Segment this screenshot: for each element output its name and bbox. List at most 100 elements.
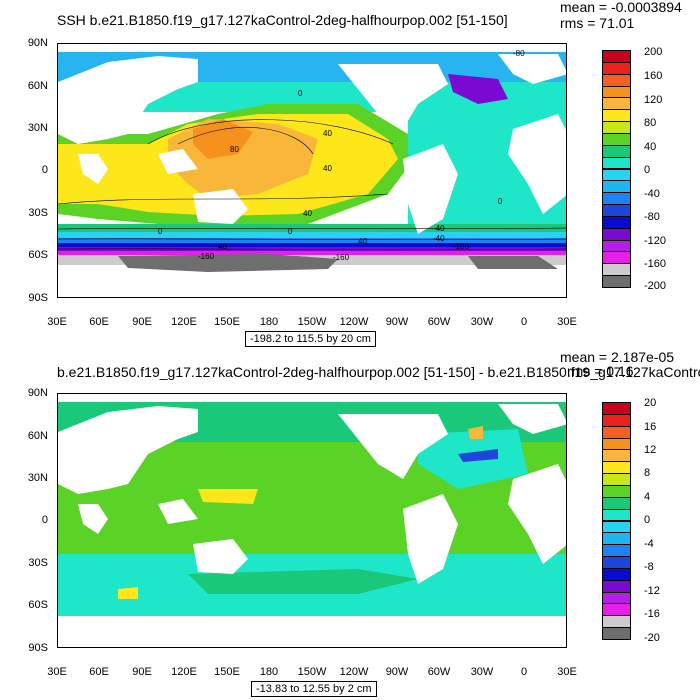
gulf-stream-low <box>458 449 498 462</box>
land-north-america <box>338 414 448 479</box>
lat-label: 30S <box>28 207 48 219</box>
land-india <box>78 504 108 534</box>
contour-label: 0 <box>288 227 293 236</box>
land-antarctica <box>58 272 566 297</box>
lon-label: 30E <box>557 666 577 678</box>
land-india <box>78 154 108 184</box>
ssh-map-field: -80 0 80 40 40 40 40 0 0 40 -40 -160 -16… <box>58 44 566 297</box>
lon-label: 120W <box>339 316 369 328</box>
lat-label: 30N <box>27 472 48 484</box>
colorbar-label: 20 <box>644 397 657 409</box>
contour-label: 40 <box>323 164 332 173</box>
lat-label: 0 <box>41 164 48 176</box>
contour-label: 0 <box>158 227 163 236</box>
lon-label: 30W <box>470 316 494 328</box>
land-europe <box>498 54 566 84</box>
lat-label: 60S <box>28 249 48 261</box>
lon-label: 60E <box>89 316 109 328</box>
contour-label: -40 <box>433 234 445 243</box>
contour-label: 0 <box>298 89 303 98</box>
lon-label: 0 <box>520 316 528 328</box>
lat-label: 90N <box>27 37 48 49</box>
lon-label: 60E <box>89 666 109 678</box>
north-atlantic-low <box>448 74 508 104</box>
contour-range-label: -13.83 to 12.55 by 2 cm <box>251 681 377 697</box>
lon-label: 30E <box>47 666 67 678</box>
colorbar-label: -16 <box>644 608 660 620</box>
lon-label: 0 <box>520 666 528 678</box>
kuroshio-high <box>193 119 253 159</box>
contour-label: 40 <box>323 129 332 138</box>
land-europe <box>498 404 566 434</box>
land-indonesia <box>158 499 198 524</box>
colorbar-label: -120 <box>644 235 667 247</box>
so-band-4 <box>58 243 566 247</box>
lat-label: 90N <box>27 387 48 399</box>
land-indonesia <box>158 149 198 174</box>
colorbar-label: -80 <box>644 211 660 223</box>
land-arctic <box>58 49 566 52</box>
lon-label: 150W <box>297 316 327 328</box>
lat-label: 90S <box>28 642 48 654</box>
lon-label: 120E <box>171 316 197 328</box>
lat-label: 60N <box>27 80 48 92</box>
lon-label: 150E <box>214 316 240 328</box>
lat-label: 60S <box>28 599 48 611</box>
contour-line <box>147 119 394 145</box>
land-australia <box>193 189 248 224</box>
contour-line <box>58 227 566 230</box>
southern-green-patch <box>188 569 418 594</box>
lon-label: 180 <box>259 316 279 328</box>
contour-line <box>58 248 566 251</box>
lon-label: 120W <box>339 666 369 678</box>
south-yellow-patch <box>118 587 138 599</box>
ssh-panel: SSH b.e21.B1850.f19_g17.127kaControl-2de… <box>27 0 682 347</box>
contour-label: -40 <box>433 224 445 233</box>
difference-map <box>57 393 567 648</box>
panel-title: SSH b.e21.B1850.f19_g17.127kaControl-2de… <box>57 12 508 28</box>
contour-label: -160 <box>333 253 350 262</box>
contour-label: 0 <box>498 197 503 206</box>
colorbar-label: 160 <box>644 70 663 82</box>
colorbar-label: 0 <box>644 514 651 526</box>
colorbar <box>602 402 631 640</box>
lon-label: 90W <box>385 666 409 678</box>
contour-label: -100 <box>453 242 470 251</box>
colorbar-label: -160 <box>644 258 667 270</box>
north-atlantic-high <box>468 426 483 439</box>
pacific-yellow-patch <box>198 489 258 504</box>
lat-label: 90S <box>28 292 48 304</box>
colorbar-label: 8 <box>644 467 651 479</box>
lon-label: 60W <box>427 316 451 328</box>
lon-label: 90E <box>132 316 152 328</box>
antarctic-low <box>118 254 338 272</box>
contour-label: -160 <box>198 252 215 261</box>
land-antarctica <box>58 616 566 647</box>
contour-line <box>58 238 566 241</box>
land-australia <box>193 539 248 574</box>
mean-stat: mean = 2.187e-05 <box>560 349 675 365</box>
lat-label: 60N <box>27 430 48 442</box>
colorbar-label: 12 <box>644 444 657 456</box>
antarctic-low-2 <box>468 256 558 269</box>
land-africa <box>508 464 566 564</box>
colorbar-label: 200 <box>644 46 663 58</box>
ssh-map: -80 0 80 40 40 40 40 0 0 40 -40 -160 -16… <box>57 43 567 298</box>
lon-label: 30E <box>557 316 577 328</box>
lon-label: 120E <box>171 666 197 678</box>
lat-label: 0 <box>41 514 48 526</box>
colorbar-label: -4 <box>644 538 654 550</box>
colorbar-label: 16 <box>644 421 657 433</box>
colorbar-label: 4 <box>644 491 651 503</box>
colorbar-label: -200 <box>644 280 667 292</box>
colorbar-label: -12 <box>644 585 660 597</box>
colorbar-label: -8 <box>644 561 654 573</box>
colorbar-label: 40 <box>644 141 657 153</box>
contour-label: 40 <box>358 237 367 246</box>
land-asia <box>58 56 198 144</box>
lon-label: 90W <box>385 316 409 328</box>
lon-label: 30E <box>47 316 67 328</box>
so-band-3 <box>58 238 566 243</box>
land-north-america <box>338 64 448 129</box>
rms-stat: rms = 71.01 <box>560 15 635 31</box>
